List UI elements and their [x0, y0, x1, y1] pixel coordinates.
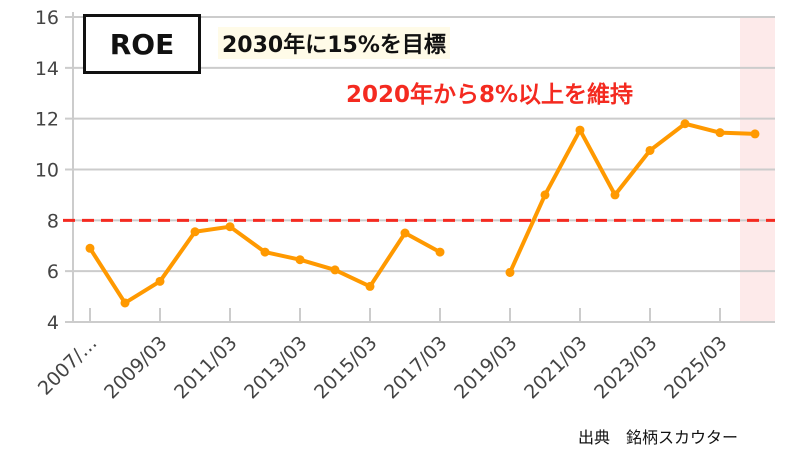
y-tick-label: 10: [35, 160, 59, 182]
data-point: [435, 247, 445, 257]
data-point: [260, 247, 270, 257]
data-point: [85, 243, 95, 253]
x-tick-label: 2011/03: [170, 332, 241, 403]
data-point: [400, 228, 410, 238]
x-tick-label: 2015/03: [310, 332, 381, 403]
x-tick-label: 2007/…: [34, 332, 102, 400]
x-tick-label: 2023/03: [590, 332, 661, 403]
data-point: [680, 119, 690, 129]
y-tick-label: 16: [35, 7, 59, 29]
roe-line: [508, 121, 756, 274]
data-point: [750, 129, 760, 139]
x-tick-label: 2025/03: [660, 332, 731, 403]
data-point: [645, 145, 655, 155]
x-tick-label: 2019/03: [450, 332, 521, 403]
maintain-annotation: 2020年から8%以上を維持: [346, 82, 634, 108]
data-point: [505, 267, 515, 277]
data-point: [365, 281, 375, 291]
data-point: [610, 190, 620, 200]
x-tick-label: 2013/03: [240, 332, 311, 403]
goal-annotation: 2030年に15%を目標: [218, 27, 450, 59]
data-point: [575, 125, 585, 135]
data-point: [190, 227, 200, 237]
data-point: [225, 222, 235, 232]
y-tick-label: 12: [35, 109, 59, 131]
x-tick-label: 2021/03: [520, 332, 591, 403]
data-point: [330, 265, 340, 275]
y-tick-label: 14: [35, 58, 59, 80]
roe-line: [88, 224, 441, 305]
x-tick-label: 2017/03: [380, 332, 451, 403]
y-tick-label: 6: [47, 261, 59, 283]
y-tick-label: 4: [47, 312, 59, 334]
x-tick-label: 2009/03: [100, 332, 171, 403]
data-point: [120, 298, 130, 308]
chart-title: ROE: [83, 14, 201, 74]
data-point: [540, 190, 550, 200]
source-label: 出典 銘柄スカウター: [578, 428, 739, 447]
data-point: [155, 276, 165, 286]
y-tick-label: 8: [47, 210, 59, 232]
data-point: [715, 128, 725, 138]
data-point: [295, 255, 305, 265]
